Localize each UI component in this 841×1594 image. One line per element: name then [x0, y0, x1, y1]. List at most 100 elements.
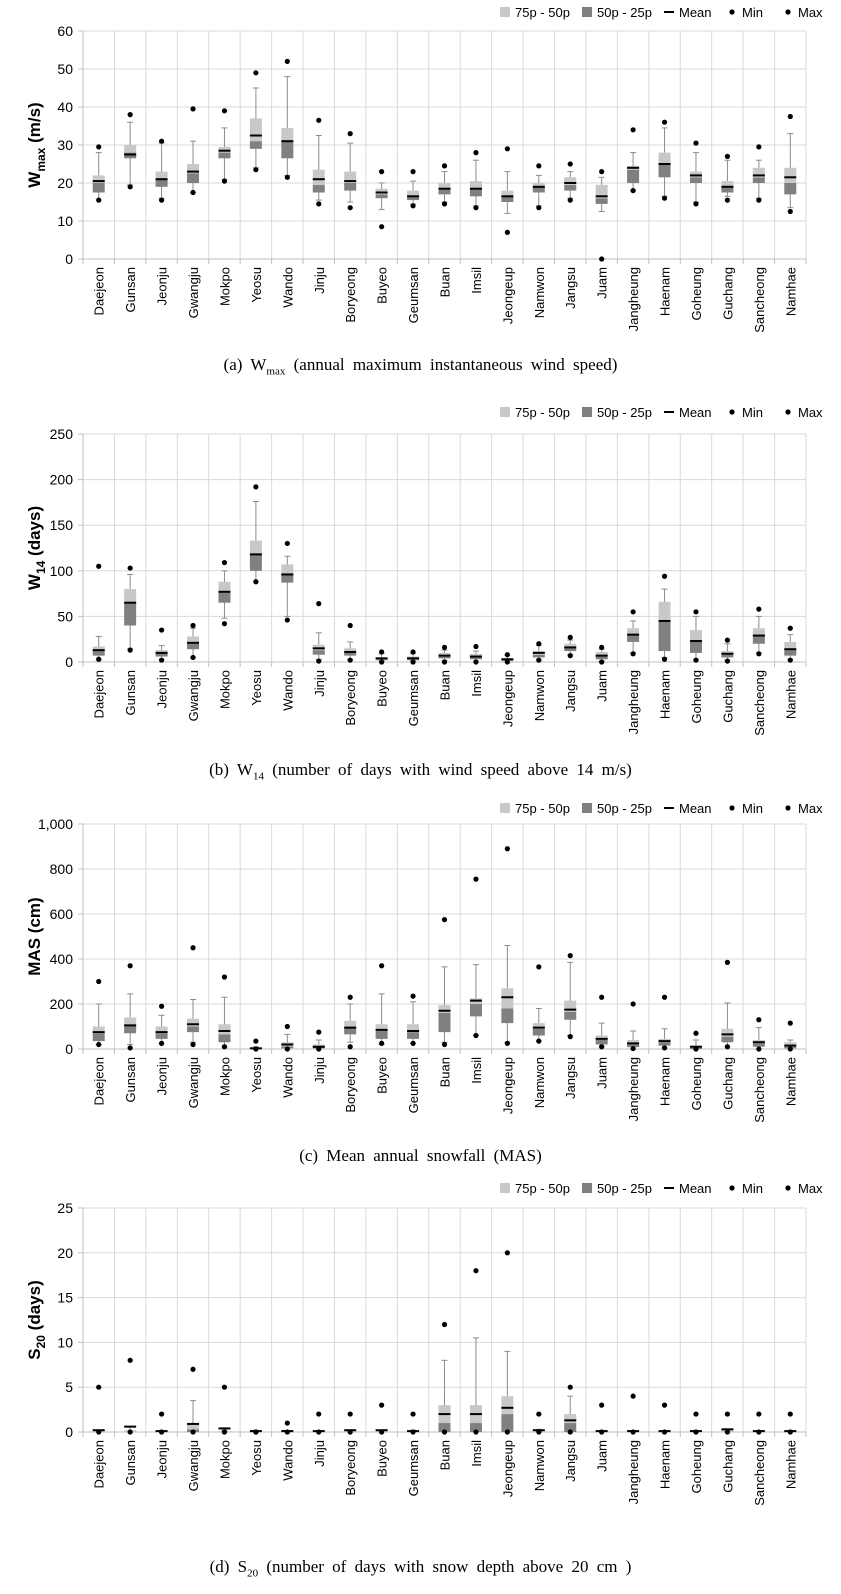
box-upper: [721, 181, 734, 187]
box-upper: [344, 648, 357, 653]
legend-label: Min: [742, 5, 763, 20]
box-lower: [469, 657, 482, 660]
category-label: Buan: [438, 267, 453, 297]
box-upper: [249, 118, 262, 142]
box-guchang: [721, 959, 734, 1050]
min-marker: [158, 657, 165, 663]
box-haenam: [658, 1402, 671, 1435]
box-lower: [532, 1028, 545, 1036]
category-label: Sancheong: [752, 267, 767, 333]
box-yeosu: [249, 70, 262, 173]
min-marker: [504, 1429, 510, 1435]
max-marker: [630, 1001, 636, 1007]
category-label: Jeongeup: [500, 1057, 515, 1114]
category-label: Namwon: [532, 1057, 547, 1108]
box-jeongeup: [501, 846, 514, 1046]
box-upper: [752, 167, 765, 178]
min-marker: [536, 1038, 542, 1044]
max-marker: [410, 993, 416, 999]
max-marker: [221, 1384, 228, 1390]
min-marker: [410, 1429, 416, 1435]
box-lower: [218, 1034, 231, 1043]
max-marker: [347, 994, 353, 1000]
box-lower: [721, 186, 734, 193]
box-upper: [784, 167, 797, 183]
box-lower: [312, 650, 325, 655]
max-marker: [599, 1402, 605, 1408]
legend-label: Mean: [679, 1181, 712, 1196]
max-marker: [724, 153, 731, 159]
legend-swatch-max: [785, 805, 791, 811]
box-lower: [627, 1044, 640, 1048]
box-sancheong: [752, 144, 765, 203]
max-marker: [630, 609, 636, 615]
y-tick-label: 400: [50, 951, 74, 967]
y-axis-label-main: MAS: [25, 938, 44, 976]
box-upper: [689, 630, 702, 642]
box-wando: [281, 540, 294, 623]
box-upper: [469, 181, 482, 189]
category-label: Jeongeup: [500, 670, 515, 727]
category-label: Jangsu: [563, 1057, 578, 1099]
max-marker: [410, 1411, 416, 1417]
box-upper: [187, 1423, 200, 1430]
category-label: Jeonju: [155, 1440, 170, 1478]
caption-a: (a) Wmax (annual maximum instantaneous w…: [0, 355, 841, 377]
legend-swatch-lower: [582, 407, 592, 417]
max-marker: [253, 1038, 259, 1044]
box-jeonju: [155, 1411, 168, 1435]
max-marker: [253, 70, 259, 76]
category-label: Namwon: [532, 1440, 547, 1491]
box-upper: [532, 183, 545, 187]
min-marker: [158, 197, 165, 203]
category-label: Geumsan: [406, 670, 421, 726]
box-gunsan: [124, 565, 137, 653]
box-yeosu: [249, 1429, 262, 1435]
box-upper: [187, 636, 200, 644]
min-marker: [253, 579, 259, 585]
max-marker: [96, 978, 102, 985]
min-marker: [158, 1040, 165, 1046]
category-label: Guchang: [720, 670, 735, 723]
box-upper: [92, 646, 105, 652]
y-tick-label: 250: [50, 426, 74, 442]
caption-d-prefix: (d) S: [209, 1557, 248, 1576]
box-buan: [438, 644, 451, 665]
max-marker: [504, 652, 510, 658]
box-lower: [627, 169, 640, 183]
y-axis-label-unit: (days): [25, 1280, 44, 1335]
box-upper: [155, 1026, 168, 1034]
max-marker: [693, 1030, 699, 1036]
max-marker: [567, 953, 573, 959]
min-marker: [190, 1429, 196, 1435]
min-marker: [504, 659, 510, 665]
box-daejeon: [92, 563, 105, 662]
box-boryeong: [344, 994, 357, 1050]
box-jangsu: [564, 161, 577, 203]
box-lower: [469, 188, 482, 197]
min-marker: [316, 658, 322, 664]
category-label: Jeonju: [155, 267, 170, 305]
category-label: Namhae: [783, 267, 798, 316]
max-marker: [379, 963, 385, 969]
box-upper: [407, 190, 420, 197]
category-label: Jinju: [312, 267, 327, 294]
box-namwon: [532, 163, 545, 211]
min-marker: [190, 189, 196, 196]
box-lower: [501, 196, 514, 202]
category-label: Buan: [438, 1057, 453, 1087]
max-marker: [347, 622, 353, 629]
min-marker: [441, 201, 448, 207]
chart-wmax: 75p - 50p 50p - 25p Mean Min Max 0 10 20 30 40 50 6…: [25, 5, 823, 333]
box-gwangju: [187, 945, 200, 1048]
min-marker: [253, 1046, 259, 1052]
box-upper: [124, 1017, 137, 1026]
max-marker: [410, 649, 416, 655]
min-marker: [787, 1429, 793, 1435]
max-marker: [127, 1357, 133, 1363]
category-label: Juam: [595, 1057, 610, 1089]
y-axis-label-unit: (cm): [25, 897, 44, 938]
box-upper: [155, 650, 168, 653]
box-lower: [407, 1032, 420, 1039]
box-lower: [407, 196, 420, 201]
